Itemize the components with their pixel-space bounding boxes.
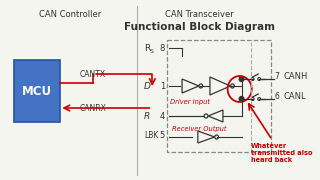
Text: Driver Input: Driver Input — [171, 99, 211, 105]
Text: S: S — [149, 48, 153, 53]
Text: CANH: CANH — [283, 71, 308, 80]
Text: CANTX: CANTX — [80, 69, 106, 78]
Text: CAN Transceiver: CAN Transceiver — [165, 10, 234, 19]
Text: CANL: CANL — [283, 91, 306, 100]
Text: Whatever: Whatever — [251, 143, 287, 149]
Text: R: R — [144, 111, 150, 120]
Text: LBK: LBK — [144, 132, 158, 141]
FancyBboxPatch shape — [14, 60, 60, 122]
Text: 1: 1 — [160, 82, 165, 91]
Text: CANRX: CANRX — [79, 103, 106, 112]
Circle shape — [239, 76, 244, 82]
Text: Functional Block Diagram: Functional Block Diagram — [124, 22, 275, 32]
Text: heard back: heard back — [251, 157, 292, 163]
Text: 7: 7 — [274, 71, 279, 80]
Text: MCU: MCU — [22, 84, 52, 98]
Text: transmitted also: transmitted also — [251, 150, 312, 156]
Bar — [167, 40, 271, 152]
Text: 4: 4 — [160, 111, 165, 120]
Text: CAN Controller: CAN Controller — [38, 10, 101, 19]
Text: 5: 5 — [160, 132, 165, 141]
Text: 6: 6 — [274, 91, 279, 100]
Text: D: D — [144, 82, 151, 91]
Text: Receiver Output: Receiver Output — [172, 126, 227, 132]
Text: 8: 8 — [160, 44, 165, 53]
Circle shape — [239, 96, 244, 102]
Text: R: R — [144, 44, 150, 53]
